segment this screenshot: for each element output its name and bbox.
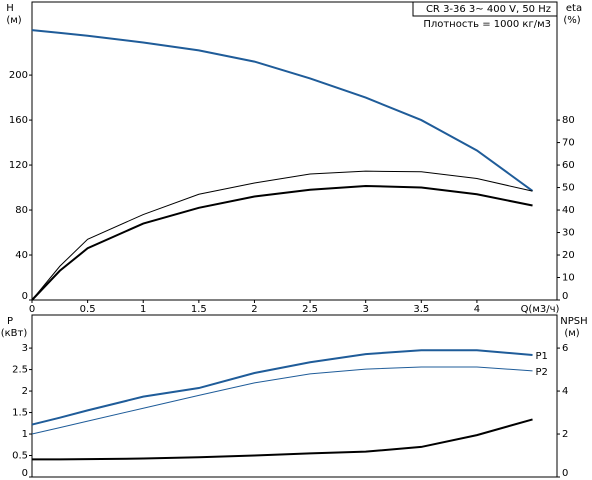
y-axis-label: P xyxy=(7,316,13,327)
y2-tick-label: 60 xyxy=(562,160,575,171)
x-tick-label: 1.5 xyxy=(191,304,207,315)
y2-tick-label: 40 xyxy=(562,205,575,216)
y-tick-label: 2 xyxy=(22,386,28,397)
y2-tick-label: 30 xyxy=(562,228,575,239)
y2-tick-label: 20 xyxy=(562,250,575,261)
x-tick-label: 3 xyxy=(362,304,368,315)
series-line xyxy=(32,418,533,461)
y2-tick-label: 70 xyxy=(562,138,575,149)
y2-axis-label: eta xyxy=(566,3,582,14)
plot-frame xyxy=(31,314,558,478)
plot-frame xyxy=(31,1,558,301)
y2-tick-label: 80 xyxy=(562,115,575,126)
series-label: P2 xyxy=(536,367,548,378)
y-axis-unit: (м) xyxy=(6,15,21,26)
y2-tick-label: 6 xyxy=(562,343,568,354)
x-tick-label: 4 xyxy=(474,304,480,315)
y-axis-label: H xyxy=(6,3,14,14)
series-line xyxy=(31,170,533,301)
x-tick-label: 2.5 xyxy=(302,304,318,315)
y2-tick-label: 0 xyxy=(562,291,568,302)
y-tick-label: 0 xyxy=(22,291,28,302)
annotation: CR 3-36 3~ 400 V, 50 Hz xyxy=(426,4,551,15)
y-tick-label: 1 xyxy=(22,429,28,440)
y2-axis-unit: (%) xyxy=(563,15,580,26)
y-tick-label: 2.5 xyxy=(12,365,28,376)
y2-tick-label: 2 xyxy=(562,429,568,440)
x-axis-label: Q(м3/ч) xyxy=(521,304,560,315)
series-label: P1 xyxy=(536,351,548,362)
y2-tick-label: 10 xyxy=(562,273,575,284)
series-line xyxy=(31,366,533,435)
y2-axis-label: NPSH xyxy=(560,316,587,327)
series-line xyxy=(31,349,533,426)
y-axis-unit: (кВт) xyxy=(1,328,28,339)
y-tick-label: 3 xyxy=(22,343,28,354)
y-tick-label: 0.5 xyxy=(12,451,28,462)
y-tick-label: 160 xyxy=(9,115,28,126)
x-tick-label: 2 xyxy=(251,304,257,315)
y2-tick-label: 0 xyxy=(562,468,568,479)
y-tick-label: 0 xyxy=(22,468,28,479)
x-tick-label: 0 xyxy=(29,304,35,315)
x-tick-label: 3.5 xyxy=(413,304,429,315)
y-tick-label: 40 xyxy=(15,250,28,261)
y2-tick-label: 50 xyxy=(562,183,575,194)
annotation: Плотность = 1000 кг/м3 xyxy=(423,19,551,30)
x-tick-label: 1 xyxy=(140,304,146,315)
y2-axis-unit: (м) xyxy=(564,328,579,339)
annotation-box xyxy=(412,1,558,17)
y-tick-label: 200 xyxy=(9,70,28,81)
y-tick-label: 80 xyxy=(15,205,28,216)
series-line xyxy=(31,184,533,301)
y2-tick-label: 4 xyxy=(562,386,568,397)
y-tick-label: 1.5 xyxy=(12,408,28,419)
y-tick-label: 120 xyxy=(9,160,28,171)
x-tick-label: 0.5 xyxy=(80,304,96,315)
series-line xyxy=(31,29,534,192)
